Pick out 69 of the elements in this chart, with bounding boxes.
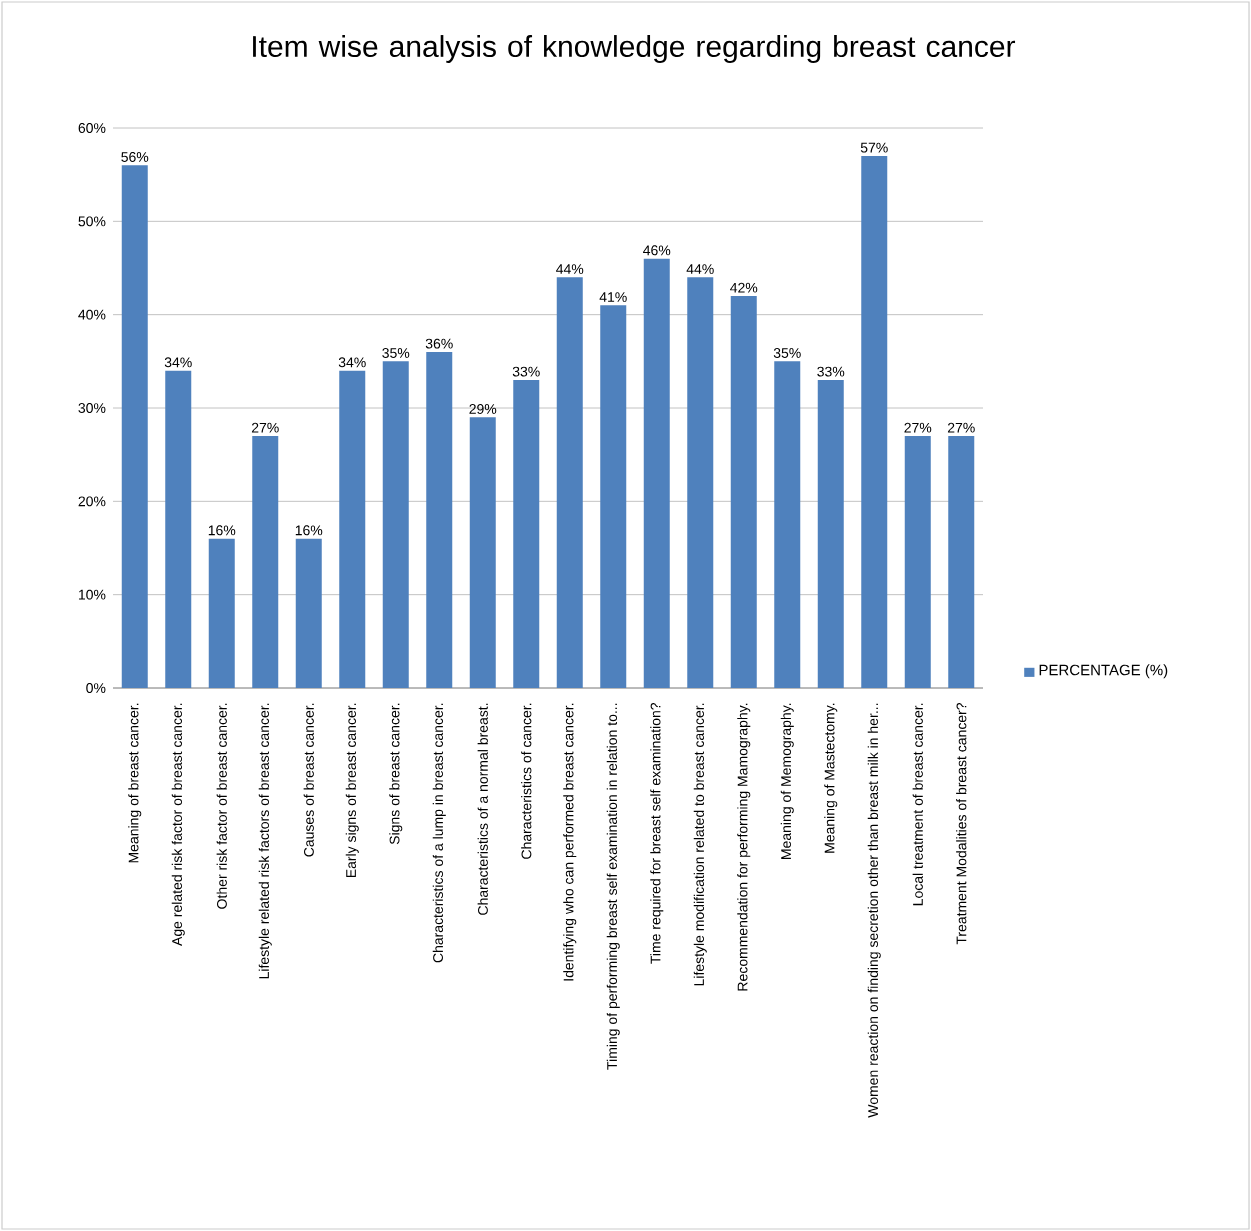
bar (121, 165, 148, 688)
x-tick-label: Timing of performing breast self examination in relation to... (606, 703, 620, 1070)
bar (295, 538, 322, 688)
x-tick-label: Lifestyle modification related to breast cancer. (693, 703, 707, 986)
data-label: 27% (904, 422, 932, 433)
bar (600, 305, 627, 688)
bar (730, 296, 757, 688)
data-label: 46% (643, 245, 671, 256)
x-tick-label: Women reaction on finding secretion other than breast milk in her... (867, 703, 881, 1118)
data-label: 56% (121, 152, 149, 162)
data-label: 27% (947, 422, 975, 433)
data-label: 16% (208, 525, 236, 536)
x-tick-label: Meaning of Mastectomy. (824, 703, 838, 853)
y-tick-label: 40% (78, 309, 106, 320)
bar (817, 380, 844, 688)
data-label: 33% (817, 366, 845, 377)
bar (469, 417, 496, 688)
bar (513, 380, 540, 688)
x-tick-label: Recommendation for performing Mamography. (737, 703, 751, 991)
y-tick-label: 60% (78, 123, 106, 133)
data-label: 27% (251, 422, 279, 433)
x-tick-label: Other risk factor of breast cancer. (216, 703, 227, 909)
data-label: 35% (382, 348, 410, 358)
y-tick-label: 20% (78, 496, 106, 507)
bar (426, 352, 453, 688)
bar (252, 436, 279, 688)
data-label: 34% (338, 357, 366, 368)
bar (948, 436, 975, 688)
y-tick-label: 30% (78, 403, 106, 413)
x-tick-label: Lifestyle related risk factors of breast cancer. (258, 703, 272, 979)
data-label: 57% (860, 142, 888, 153)
x-tick-label: Age related risk factor of breast cancer. (171, 703, 185, 946)
data-label: 29% (469, 404, 497, 414)
bar (339, 370, 366, 688)
bar (861, 156, 888, 688)
bar (208, 538, 235, 688)
x-tick-label: Early signs of breast cancer. (345, 703, 359, 878)
x-tick-label: Meaning of Memography. (780, 703, 794, 859)
x-tick-label: Characteristics of a normal breast. (477, 703, 488, 915)
bar (382, 361, 409, 688)
data-label: 36% (425, 338, 453, 349)
x-tick-label: Identifying who can performed breast cancer. (563, 703, 577, 981)
bar (556, 277, 583, 688)
bar (687, 277, 714, 688)
data-label: 44% (556, 264, 584, 274)
data-label: 16% (295, 525, 323, 536)
x-tick-label: Causes of breast cancer. (303, 703, 314, 857)
bar (774, 361, 801, 688)
x-tick-label: Signs of breast cancer. (389, 703, 403, 845)
legend-label: PERCENTAGE (%) (1039, 664, 1168, 679)
bar (904, 436, 931, 688)
y-tick-label: 0% (86, 683, 106, 693)
y-tick-label: 10% (78, 589, 106, 600)
x-tick-label: Characteristics of cancer. (521, 703, 532, 859)
data-label: 41% (599, 292, 627, 302)
x-tick-label: Time required for breast self examination? (650, 702, 664, 964)
chart-title: Item wise analysis of knowledge regarding breast cancer (253, 35, 1016, 63)
x-tick-label: Characteristics of a lump in breast cancer. (432, 703, 446, 963)
y-tick-label: 50% (78, 216, 106, 227)
data-label: 35% (773, 348, 801, 358)
bar (165, 370, 192, 688)
data-label: 34% (164, 357, 192, 368)
data-label: 44% (686, 264, 714, 274)
x-tick-label: Treatment Modalities of breast cancer? (956, 702, 967, 945)
bar (643, 258, 670, 688)
x-tick-label: Local treatment of breast cancer. (912, 703, 923, 906)
data-label: 33% (512, 366, 540, 377)
x-tick-label: Meaning of breast cancer. (128, 703, 142, 863)
data-label: 42% (730, 282, 758, 293)
